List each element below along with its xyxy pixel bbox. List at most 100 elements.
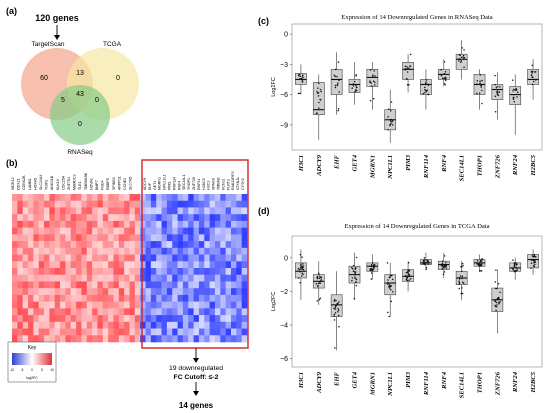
gene-label-0: WDR12 bbox=[11, 177, 15, 190]
data-point bbox=[315, 112, 318, 115]
box-GET4 bbox=[348, 79, 361, 93]
data-point bbox=[387, 311, 389, 314]
set-label-tcga: TCGA bbox=[103, 41, 122, 48]
heat-cell bbox=[209, 294, 216, 302]
heat-cell bbox=[92, 281, 98, 289]
heat-cell bbox=[150, 268, 157, 276]
data-point bbox=[387, 108, 390, 111]
heat-cell bbox=[225, 234, 232, 242]
data-point bbox=[532, 76, 534, 79]
heat-cell bbox=[124, 234, 130, 242]
data-point bbox=[516, 263, 518, 265]
heat-cell bbox=[198, 214, 205, 222]
heat-cell bbox=[129, 335, 136, 343]
heat-cell bbox=[12, 288, 18, 296]
heat-cell bbox=[86, 220, 93, 228]
heat-cell bbox=[108, 321, 114, 329]
heat-cell bbox=[108, 301, 114, 309]
heat-cell bbox=[193, 321, 200, 329]
heat-cell bbox=[166, 294, 173, 302]
data-point bbox=[334, 306, 337, 309]
x-tick-label: RNF114 bbox=[423, 154, 430, 179]
heat-cell bbox=[22, 268, 29, 276]
data-point bbox=[530, 262, 533, 265]
heat-cell bbox=[166, 247, 173, 255]
x-tick-label: RNF24 bbox=[512, 154, 519, 176]
heat-cell bbox=[118, 254, 125, 262]
data-point bbox=[495, 301, 498, 304]
heat-cell bbox=[124, 227, 130, 235]
heat-cell bbox=[172, 294, 178, 302]
heat-cell bbox=[118, 328, 125, 336]
heat-cell bbox=[161, 234, 168, 242]
data-point bbox=[370, 278, 372, 280]
heat-cell bbox=[92, 200, 98, 208]
data-point bbox=[317, 87, 319, 89]
heat-cell bbox=[118, 294, 125, 302]
gene-label-right-1: EHF bbox=[148, 182, 152, 190]
heat-cell bbox=[124, 321, 130, 329]
heat-cell bbox=[108, 220, 114, 228]
heat-cell bbox=[134, 268, 141, 276]
data-point bbox=[460, 60, 463, 62]
heat-cell bbox=[38, 200, 45, 208]
data-point bbox=[319, 99, 322, 101]
heat-cell bbox=[108, 194, 114, 202]
heat-cell bbox=[140, 261, 146, 269]
gene-label-19: ARPP21 bbox=[117, 176, 121, 190]
heat-cell bbox=[156, 315, 162, 323]
data-point bbox=[406, 276, 409, 279]
data-point bbox=[425, 81, 427, 83]
heat-cell bbox=[129, 254, 136, 262]
data-point bbox=[516, 267, 518, 269]
heat-cell bbox=[65, 214, 72, 222]
heat-cell bbox=[193, 234, 200, 242]
data-point bbox=[317, 285, 319, 288]
heat-cell bbox=[44, 241, 50, 249]
heat-cell bbox=[97, 321, 104, 329]
heat-cell bbox=[129, 214, 136, 222]
heat-cell bbox=[156, 308, 162, 316]
data-point bbox=[408, 84, 410, 86]
data-point bbox=[497, 94, 500, 97]
heat-cell bbox=[209, 227, 216, 235]
heat-cell bbox=[44, 335, 50, 343]
heat-cell bbox=[44, 200, 50, 208]
heat-cell bbox=[236, 268, 242, 276]
data-point bbox=[389, 124, 391, 127]
data-point bbox=[337, 309, 340, 312]
heat-cell bbox=[92, 254, 98, 262]
heat-cell bbox=[236, 207, 242, 215]
x-tick-label: EHF bbox=[334, 154, 341, 170]
data-point bbox=[461, 270, 463, 273]
heat-cell bbox=[225, 227, 232, 235]
heat-cell bbox=[124, 335, 130, 343]
heat-cell bbox=[108, 214, 114, 222]
data-point bbox=[532, 265, 535, 267]
heat-cell bbox=[209, 261, 216, 269]
heat-cell bbox=[60, 241, 66, 249]
data-point bbox=[441, 267, 444, 270]
heat-cell bbox=[177, 261, 184, 269]
heat-cell bbox=[118, 268, 125, 276]
heat-cell bbox=[166, 315, 173, 323]
heat-cell bbox=[188, 315, 194, 323]
heat-cell bbox=[12, 268, 18, 276]
heat-cell bbox=[225, 294, 232, 302]
heat-cell bbox=[54, 227, 61, 235]
data-point bbox=[512, 93, 515, 96]
heat-cell bbox=[76, 247, 82, 255]
heat-cell bbox=[230, 301, 237, 309]
data-point bbox=[404, 65, 407, 68]
heat-cell bbox=[140, 194, 146, 202]
heat-cell bbox=[225, 241, 232, 249]
heat-cell bbox=[193, 214, 200, 222]
heat-cell bbox=[86, 328, 93, 336]
heat-cell bbox=[150, 207, 157, 215]
heat-cell bbox=[54, 315, 61, 323]
heat-cell bbox=[97, 274, 104, 282]
data-point bbox=[318, 274, 320, 276]
heat-cell bbox=[70, 227, 77, 235]
heat-cell bbox=[145, 207, 152, 215]
data-point bbox=[338, 91, 340, 93]
